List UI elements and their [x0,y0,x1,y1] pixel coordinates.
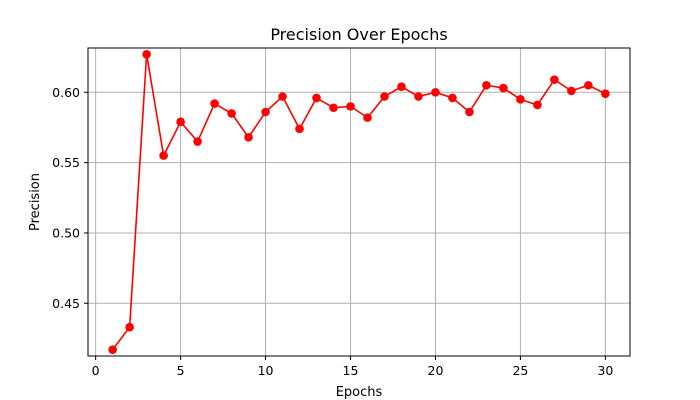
x-tick-label: 0 [92,363,100,378]
data-point [516,95,525,104]
x-tick-label: 5 [177,363,185,378]
data-point [329,103,338,113]
y-tick-label: 0.55 [52,155,80,170]
y-tick-label: 0.45 [52,296,80,311]
y-tick-label: 0.60 [52,85,80,100]
data-point [567,86,576,96]
data-point [533,100,542,110]
series-line [112,53,606,351]
data-point [601,89,610,99]
x-axis-label: Epochs [336,385,383,400]
data-point [550,75,559,84]
data-point [380,92,389,101]
data-point [193,137,202,146]
x-tick-label: 25 [512,363,528,378]
x-tick-label: 15 [343,363,359,378]
data-point [584,80,593,90]
data-point [448,93,457,103]
data-point [244,133,253,142]
data-point [159,151,168,160]
axis-ticks: 0 5 10 15 20 25 30 0.45 0.50 0.55 0.60 [52,85,613,378]
data-point [176,117,185,127]
x-tick-label: 30 [597,363,613,378]
data-point [108,345,117,354]
data-point [261,107,270,117]
data-point [465,107,474,117]
data-point [431,88,440,97]
data-point [414,92,423,101]
data-point [312,93,321,103]
y-axis-label: Precision [28,173,43,231]
x-tick-label: 10 [258,363,274,378]
plot-frame [87,47,631,357]
data-point [346,102,355,111]
grid-lines [88,48,630,356]
y-tick-label: 0.50 [52,225,80,240]
data-point [142,50,151,59]
data-point [125,322,134,332]
data-point [363,113,372,122]
data-point [278,92,287,101]
series-layer [108,50,610,354]
data-point [397,82,406,91]
chart-title: Precision Over Epochs [270,25,447,44]
data-point [227,109,236,118]
data-point [210,99,219,108]
data-point [482,80,491,90]
x-tick-label: 20 [428,363,444,378]
data-point [295,124,304,134]
data-point [499,83,508,93]
